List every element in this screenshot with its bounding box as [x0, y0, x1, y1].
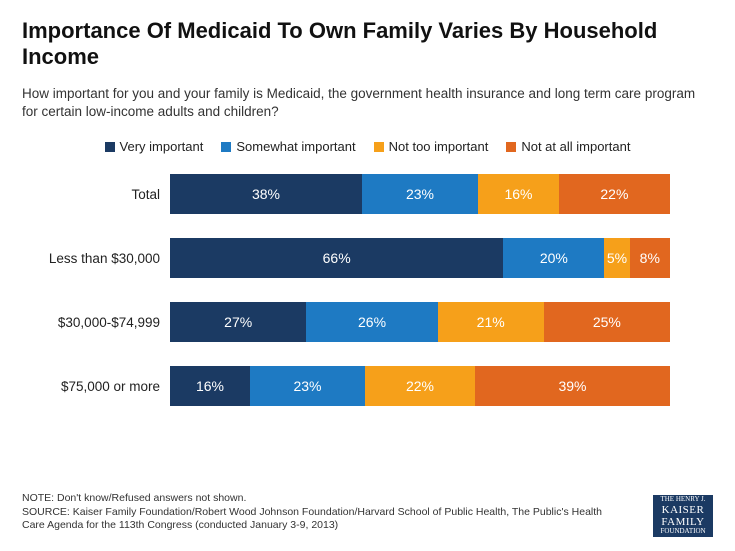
row-label: $75,000 or more — [32, 379, 170, 394]
legend-item: Very important — [105, 139, 204, 154]
bar-row: Total38%23%16%22% — [32, 174, 692, 214]
bar-segment: 25% — [544, 302, 670, 342]
bar-segment: 16% — [170, 366, 250, 406]
row-label: $30,000-$74,999 — [32, 315, 170, 330]
chart-title: Importance Of Medicaid To Own Family Var… — [22, 18, 713, 71]
row-label: Less than $30,000 — [32, 251, 170, 266]
bar-segment: 22% — [559, 174, 670, 214]
bar-row: $75,000 or more16%23%22%39% — [32, 366, 692, 406]
legend-item: Not too important — [374, 139, 489, 154]
stacked-bar: 27%26%21%25% — [170, 302, 670, 342]
bar-segment: 66% — [170, 238, 503, 278]
bar-row: Less than $30,00066%20%5%8% — [32, 238, 692, 278]
stacked-bar: 66%20%5%8% — [170, 238, 670, 278]
stacked-bar: 16%23%22%39% — [170, 366, 670, 406]
bar-row: $30,000-$74,99927%26%21%25% — [32, 302, 692, 342]
legend-swatch — [374, 142, 384, 152]
bar-segment: 38% — [170, 174, 362, 214]
row-label: Total — [32, 187, 170, 202]
bar-segment: 27% — [170, 302, 306, 342]
bar-segment: 23% — [250, 366, 365, 406]
footer-notes: NOTE: Don't know/Refused answers not sho… — [22, 492, 713, 533]
legend-label: Not too important — [389, 139, 489, 154]
legend-item: Somewhat important — [221, 139, 355, 154]
legend-label: Very important — [120, 139, 204, 154]
logo-line1: THE HENRY J. — [660, 496, 705, 504]
legend-swatch — [221, 142, 231, 152]
legend-swatch — [506, 142, 516, 152]
legend-label: Somewhat important — [236, 139, 355, 154]
bar-segment: 21% — [438, 302, 544, 342]
bar-segment: 5% — [604, 238, 629, 278]
bar-segment: 22% — [365, 366, 475, 406]
source-text: SOURCE: Kaiser Family Foundation/Robert … — [22, 506, 612, 533]
logo-line4: FOUNDATION — [660, 528, 705, 536]
chart-subtitle: How important for you and your family is… — [22, 85, 702, 121]
kff-logo: THE HENRY J. KAISER FAMILY FOUNDATION — [653, 495, 713, 537]
logo-line2: KAISER — [662, 504, 705, 516]
stacked-bar: 38%23%16%22% — [170, 174, 670, 214]
stacked-bar-chart: Total38%23%16%22%Less than $30,00066%20%… — [32, 174, 692, 406]
legend-swatch — [105, 142, 115, 152]
bar-segment: 26% — [306, 302, 437, 342]
bar-segment: 16% — [478, 174, 559, 214]
legend-item: Not at all important — [506, 139, 630, 154]
bar-segment: 20% — [503, 238, 604, 278]
bar-segment: 8% — [630, 238, 670, 278]
bar-segment: 39% — [475, 366, 670, 406]
bar-segment: 23% — [362, 174, 478, 214]
legend: Very important Somewhat important Not too … — [22, 139, 713, 154]
note-text: NOTE: Don't know/Refused answers not sho… — [22, 492, 713, 506]
legend-label: Not at all important — [521, 139, 630, 154]
